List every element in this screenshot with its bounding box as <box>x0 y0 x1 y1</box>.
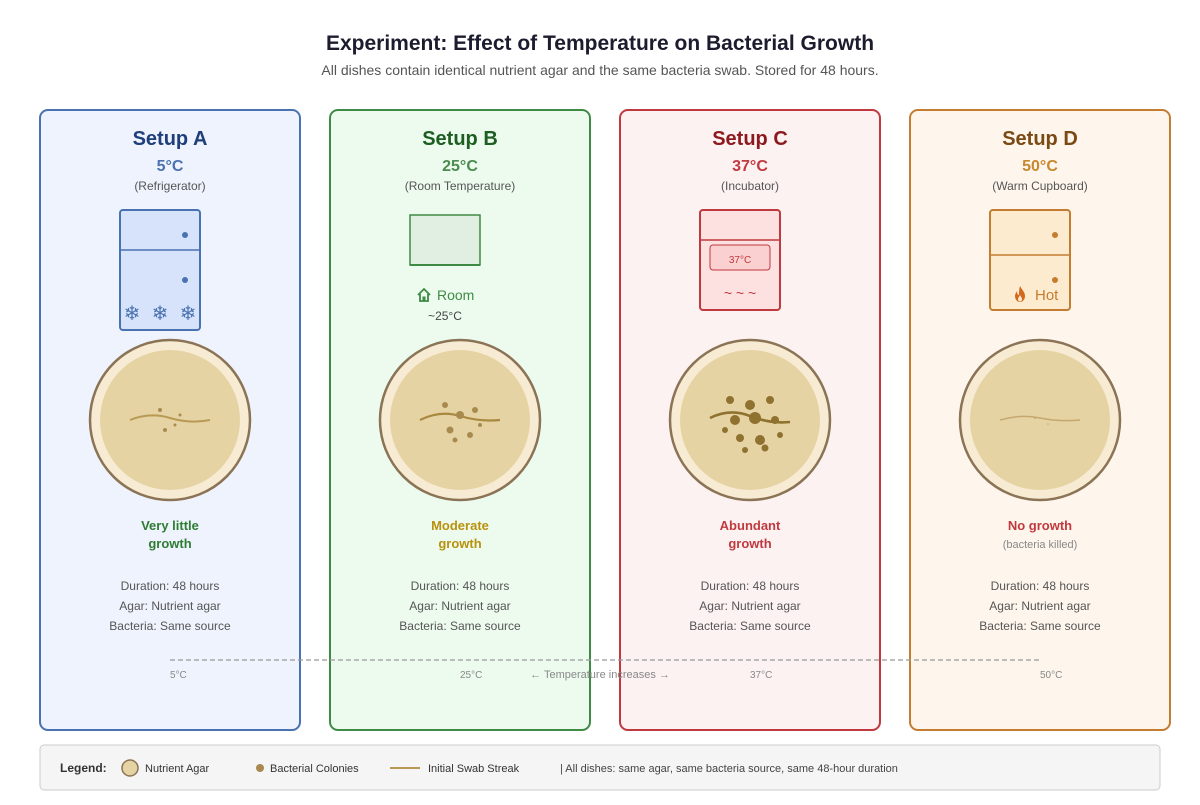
setup-b-location: (Room Temperature) <box>405 179 515 193</box>
petri-dish-b <box>378 338 542 502</box>
heat-waves-icon: ~ ~ ~ <box>724 285 756 301</box>
page-subtitle: All dishes contain identical nutrient ag… <box>321 62 878 78</box>
setup-d-panel: Setup D 50°C (Warm Cupboard) Hot No <box>909 109 1171 731</box>
room-bench-icon <box>409 214 481 266</box>
setup-c-panel: Setup C 37°C (Incubator) 37°C ~ ~ ~ <box>619 109 881 731</box>
setup-d-result-note: (bacteria killed) <box>1003 539 1078 551</box>
setup-b-title: Setup B <box>422 128 498 150</box>
petri-dish-a <box>88 338 252 502</box>
agar-swatch-icon <box>121 759 139 777</box>
setup-c-result: Abundant <box>720 518 781 533</box>
flame-icon <box>1015 286 1025 302</box>
legend-title: Legend: <box>60 761 107 775</box>
colony-swatch-icon <box>256 764 264 772</box>
legend-colonies: Bacterial Colonies <box>270 763 359 775</box>
setup-a-location: (Refrigerator) <box>134 179 205 193</box>
snowflake-icon: ❄ <box>152 303 169 325</box>
scale-label-c: 37°C <box>750 670 772 681</box>
setup-a-result-line2: growth <box>148 536 191 551</box>
bacterial-colonies <box>158 408 182 432</box>
incubator-icon: 37°C ~ ~ ~ <box>699 209 781 311</box>
refrigerator-icon: ❄ ❄ ❄ <box>119 209 201 331</box>
bacterial-colonies <box>1034 417 1049 425</box>
setup-b-panel: Setup B 25°C (Room Temperature) Room ~25… <box>329 109 591 731</box>
scale-label-d: 50°C <box>1040 670 1062 681</box>
setup-b-result-line2: growth <box>438 536 481 551</box>
cupboard-icon: Hot <box>989 209 1071 311</box>
setup-b-duration: Duration: 48 hours <box>411 579 510 593</box>
setup-d-temperature: 50°C <box>1022 158 1058 175</box>
legend: Legend: Nutrient Agar Bacterial Colonies… <box>39 744 1161 791</box>
setup-a-panel: Setup A 5°C (Refrigerator) ❄ ❄ ❄ Very <box>39 109 301 731</box>
room-temp: ~25°C <box>428 309 462 323</box>
setup-a-duration: Duration: 48 hours <box>121 579 220 593</box>
snowflake-icon: ❄ <box>180 303 197 325</box>
setup-d-agar: Agar: Nutrient agar <box>989 599 1090 613</box>
legend-streak: Initial Swab Streak <box>428 763 520 775</box>
setup-b-temperature: 25°C <box>442 158 478 175</box>
setup-c-bacteria: Bacteria: Same source <box>689 619 811 633</box>
setup-d-bacteria: Bacteria: Same source <box>979 619 1101 633</box>
setup-a-bacteria: Bacteria: Same source <box>109 619 231 633</box>
scale-caption: ← Temperature increases → <box>530 669 670 681</box>
setup-c-location: (Incubator) <box>721 179 779 193</box>
setup-b-agar: Agar: Nutrient agar <box>409 599 510 613</box>
setup-a-result: Very little <box>141 518 199 533</box>
scale-label-a: 5°C <box>170 670 187 681</box>
swab-streak <box>129 414 211 423</box>
legend-agar: Nutrient Agar <box>145 763 210 775</box>
bacterial-colonies <box>722 396 783 453</box>
room-label: Room <box>437 287 474 303</box>
page-title: Experiment: Effect of Temperature on Bac… <box>326 32 874 55</box>
setup-c-temperature: 37°C <box>732 158 768 175</box>
petri-dish-d <box>958 338 1122 502</box>
petri-dish-c <box>668 338 832 502</box>
setup-c-title: Setup C <box>712 128 788 150</box>
setup-b-result: Moderate <box>431 518 489 533</box>
bacterial-colonies <box>442 402 482 443</box>
incubator-display: 37°C <box>729 255 751 266</box>
setup-c-agar: Agar: Nutrient agar <box>699 599 800 613</box>
temperature-scale: 5°C 25°C ← Temperature increases → 37°C … <box>170 659 1062 681</box>
scale-label-b: 25°C <box>460 670 482 681</box>
setup-d-title: Setup D <box>1002 128 1078 150</box>
legend-note: | All dishes: same agar, same bacteria s… <box>560 763 898 775</box>
setup-d-duration: Duration: 48 hours <box>991 579 1090 593</box>
snowflake-icon: ❄ <box>124 303 141 325</box>
setup-a-agar: Agar: Nutrient agar <box>119 599 220 613</box>
setup-d-location: (Warm Cupboard) <box>992 179 1088 193</box>
setup-d-result: No growth <box>1008 518 1072 533</box>
swab-streak <box>999 415 1081 422</box>
setup-b-bacteria: Bacteria: Same source <box>399 619 521 633</box>
setup-a-title: Setup A <box>133 128 208 150</box>
setup-c-duration: Duration: 48 hours <box>701 579 800 593</box>
house-icon <box>417 287 431 302</box>
cupboard-label: Hot <box>1035 287 1059 304</box>
setup-a-temperature: 5°C <box>157 158 184 175</box>
setup-c-result-line2: growth <box>728 536 771 551</box>
